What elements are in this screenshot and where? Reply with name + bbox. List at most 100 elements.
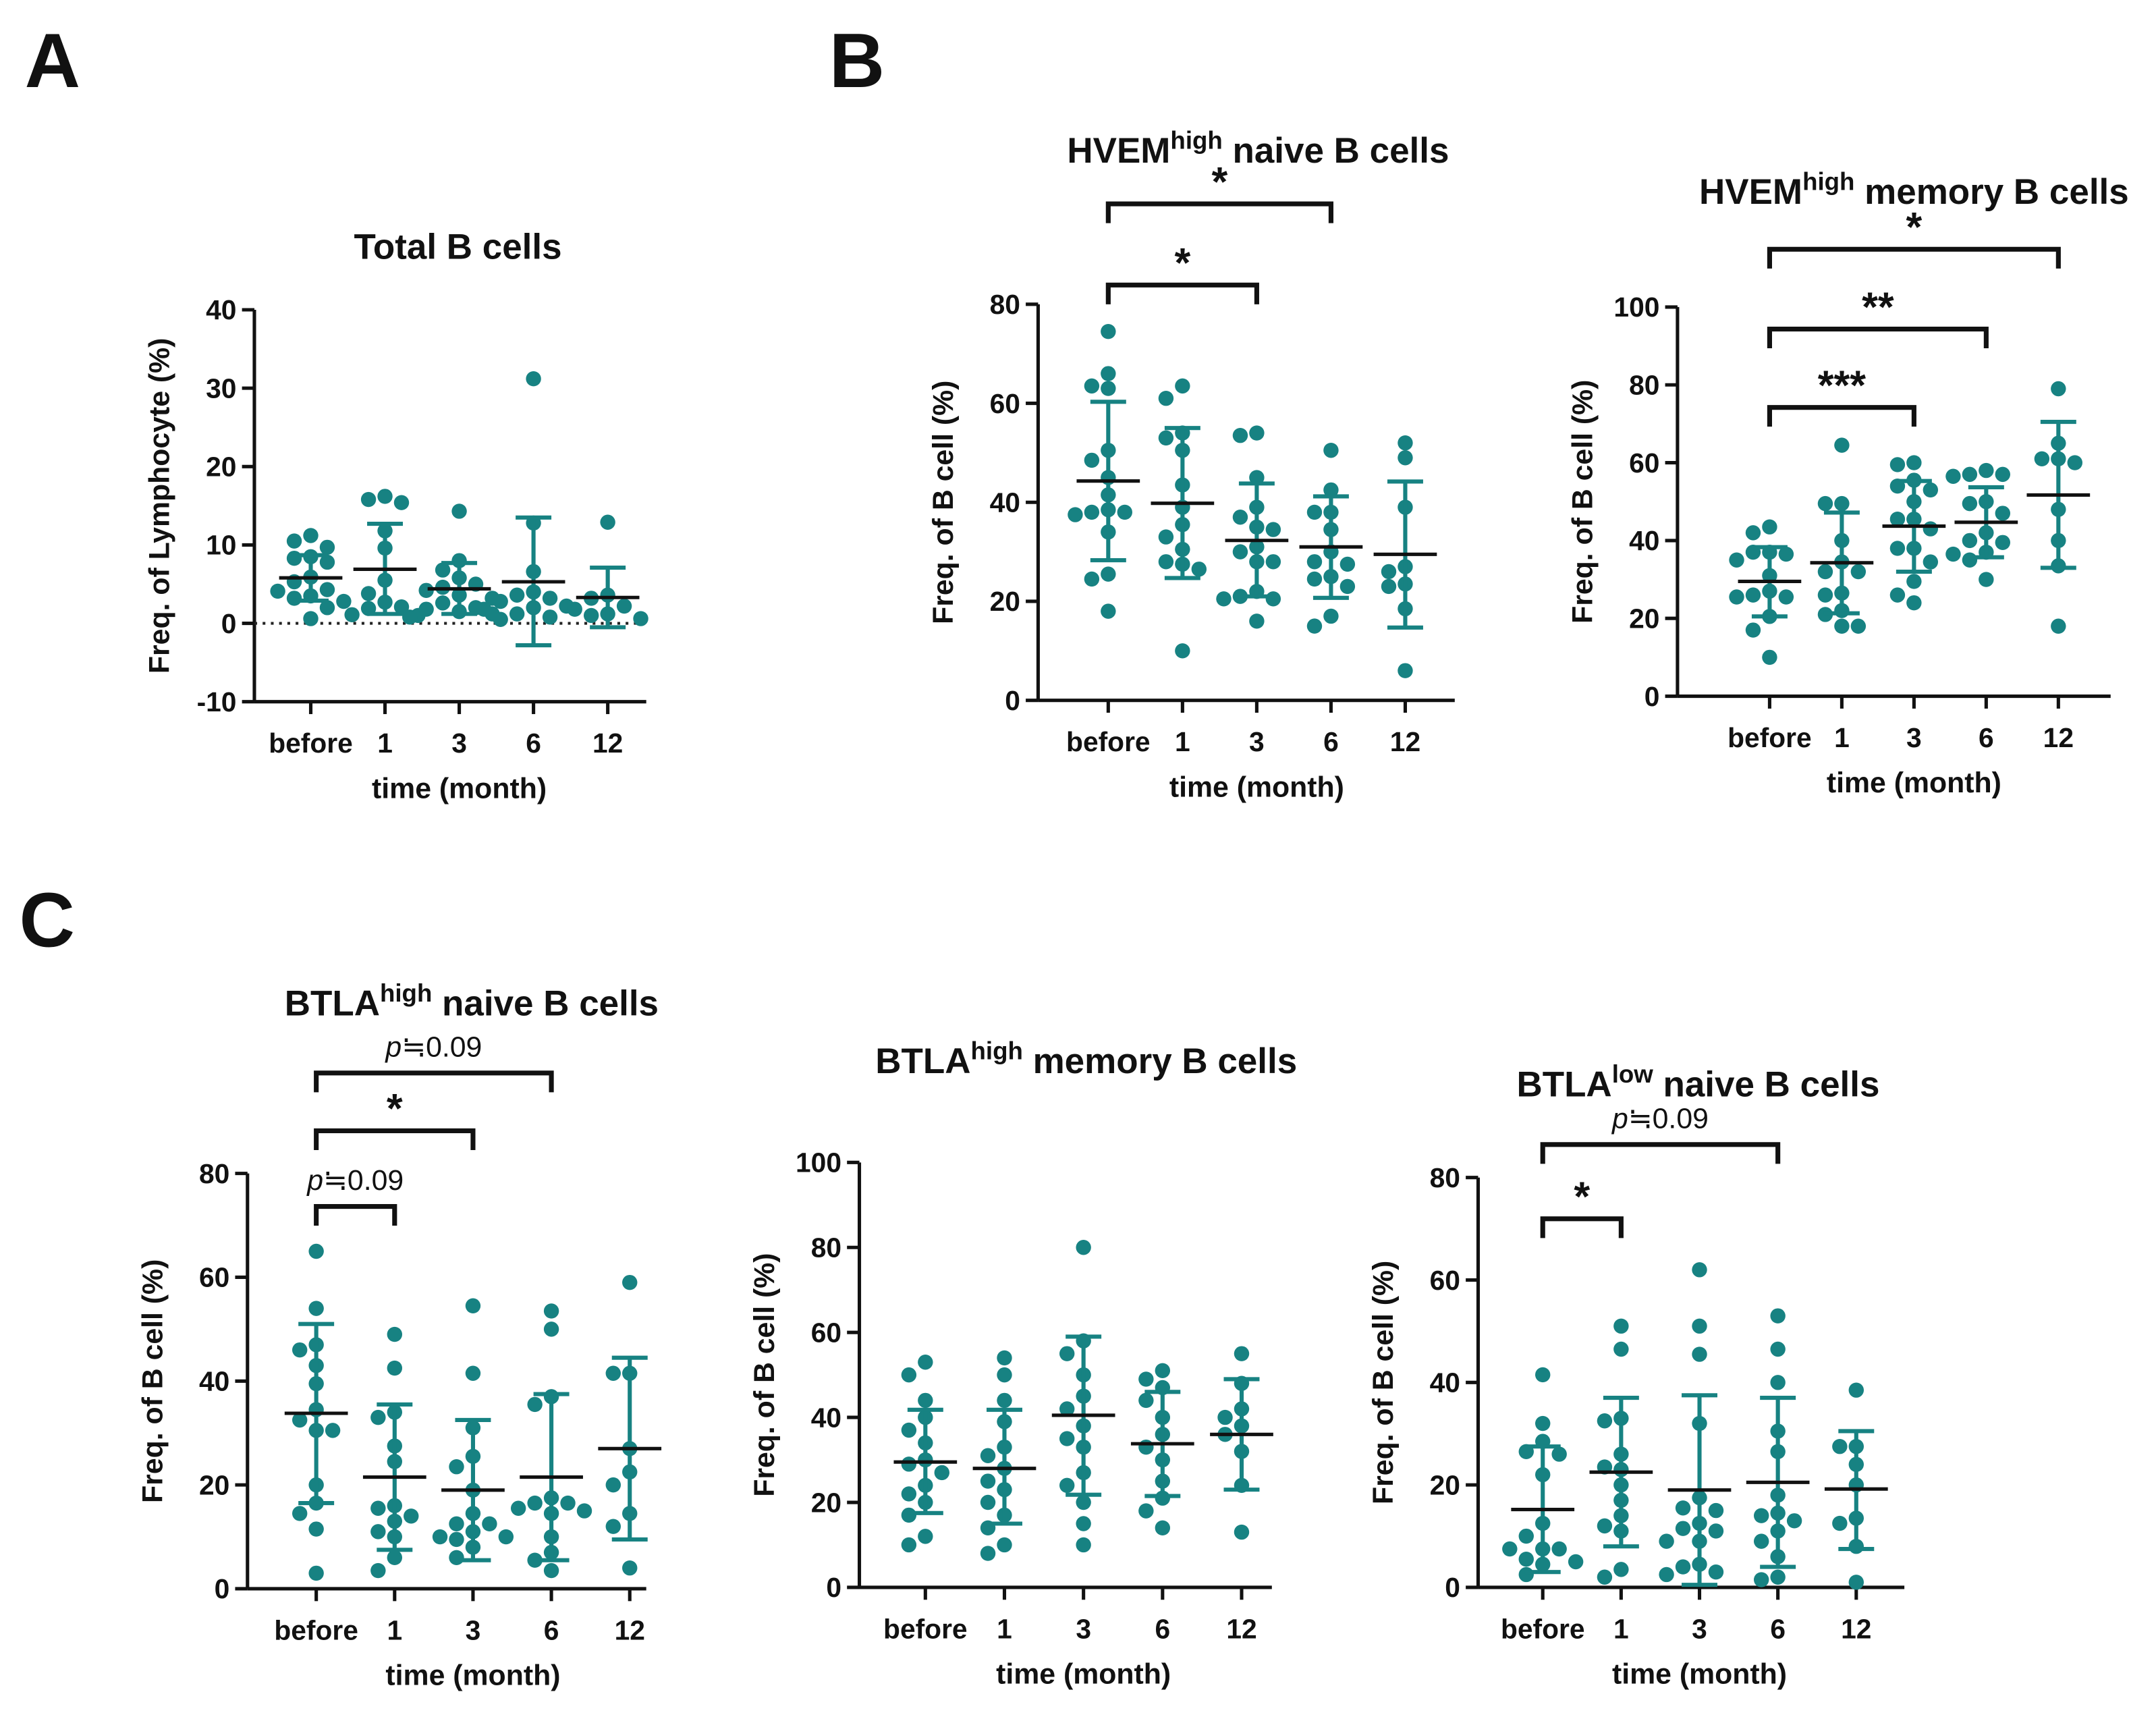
title-rest: naive B cells [1223, 131, 1449, 171]
group-1 [1589, 1318, 1653, 1585]
data-point [1613, 1318, 1629, 1334]
group-3 [1882, 455, 1946, 611]
data-point [1979, 572, 1994, 587]
title-superscript: low [1612, 1060, 1654, 1088]
significance-label: ** [1862, 283, 1894, 329]
data-point [510, 1500, 526, 1516]
significance-bracket [1105, 282, 1259, 304]
chart-title: HVEMhigh memory B cells [1699, 168, 2129, 212]
data-point [1158, 430, 1174, 446]
y-tick-label: 40 [811, 1402, 841, 1433]
data-point [934, 1465, 949, 1481]
data-point [1232, 510, 1248, 525]
data-point [918, 1355, 933, 1370]
data-point [319, 582, 335, 597]
data-point [1889, 511, 1906, 527]
data-point [319, 539, 335, 555]
data-point [1249, 614, 1265, 629]
group-6 [1746, 1308, 1810, 1587]
y-tick-label: 100 [796, 1147, 841, 1178]
group-6 [476, 371, 574, 648]
data-point [1568, 1554, 1584, 1570]
chart-5: BTLAlow naive B cells 0 20 40 60 80 before 1 3 6 1… [1367, 1060, 1905, 1691]
data-point [1306, 554, 1323, 570]
data-point [1848, 1382, 1864, 1398]
data-point [1076, 1240, 1091, 1255]
data-point [308, 1243, 324, 1259]
data-point [1084, 504, 1100, 520]
data-point [1906, 455, 1922, 470]
data-point [1923, 521, 1939, 537]
data-point [616, 598, 632, 614]
significance-bracket [1105, 201, 1333, 223]
significance-bracket [314, 1203, 397, 1226]
y-axis-label: Freq. of B cell (%) [1367, 1261, 1400, 1504]
y-tick-label: 80 [1629, 370, 1659, 401]
data-point [387, 1326, 403, 1342]
data-point [605, 1365, 621, 1381]
data-point [1979, 462, 1994, 479]
y-tick-label: 60 [1629, 447, 1659, 479]
data-point [1191, 562, 1207, 577]
data-point [542, 609, 558, 625]
y-axis-label: Freq. of B cell (%) [1567, 380, 1599, 624]
y-tick-label: 0 [221, 608, 237, 639]
significance-text: * [1211, 159, 1227, 205]
data-point [1502, 1541, 1518, 1557]
title-superscript: high [380, 979, 432, 1007]
data-point [1923, 554, 1939, 570]
data-point [1381, 564, 1397, 580]
significance-bracket [314, 1128, 476, 1150]
data-point [901, 1507, 917, 1523]
y-tick-label: 0 [1005, 685, 1020, 716]
data-point [1906, 595, 1922, 611]
significance-text: ** [1862, 283, 1894, 329]
data-point [1834, 495, 1850, 512]
group-before [1502, 1367, 1584, 1583]
data-point [1101, 566, 1116, 582]
y-tick-label: 20 [1629, 603, 1659, 634]
x-tick-label: 6 [526, 728, 541, 759]
data-point [1995, 466, 2011, 483]
y-tick-label: 20 [199, 1469, 229, 1500]
data-point [1059, 1401, 1075, 1417]
group-before [1729, 519, 1802, 665]
significance-label: * [1574, 1174, 1590, 1220]
data-point [404, 1508, 419, 1524]
title-rest: memory B cells [1854, 172, 2128, 212]
data-point [542, 591, 558, 606]
group-3 [1216, 425, 1289, 629]
group-1 [362, 1326, 426, 1579]
data-point [393, 495, 410, 510]
data-point [1850, 564, 1867, 580]
y-tick-label: 10 [206, 530, 236, 561]
data-point [1101, 603, 1116, 619]
y-axis-label: Freq. of Lymphocyte (%) [144, 338, 176, 674]
data-point [1613, 1562, 1629, 1577]
y-tick-label: 80 [990, 289, 1020, 320]
data-point [543, 1321, 559, 1337]
group-6 [1130, 1363, 1194, 1536]
data-point [1138, 1392, 1154, 1409]
group-12 [1824, 1382, 1888, 1590]
significance-text: * [1906, 204, 1922, 250]
data-point [387, 1360, 403, 1376]
title-main: BTLA [1516, 1065, 1611, 1105]
x-axis-label: time (month) [372, 772, 547, 805]
data-point [1138, 1439, 1154, 1455]
data-point [1832, 1439, 1848, 1454]
group-1 [344, 489, 426, 624]
data-point [605, 1519, 621, 1534]
data-point [1770, 1375, 1786, 1390]
significance-text: ≒0.09 [1628, 1102, 1709, 1135]
chart-title: BTLAhigh naive B cells [285, 979, 659, 1023]
x-tick-label: 1 [1175, 726, 1190, 757]
group-6 [1299, 443, 1363, 634]
data-point [1217, 1409, 1233, 1425]
y-tick-label: 0 [1445, 1572, 1460, 1603]
data-point [997, 1350, 1012, 1366]
chart-title: BTLAhigh memory B cells [875, 1037, 1297, 1081]
y-axis-label: Freq. of B cell (%) [927, 381, 960, 624]
data-point [1265, 554, 1281, 570]
group-3 [1659, 1262, 1732, 1587]
